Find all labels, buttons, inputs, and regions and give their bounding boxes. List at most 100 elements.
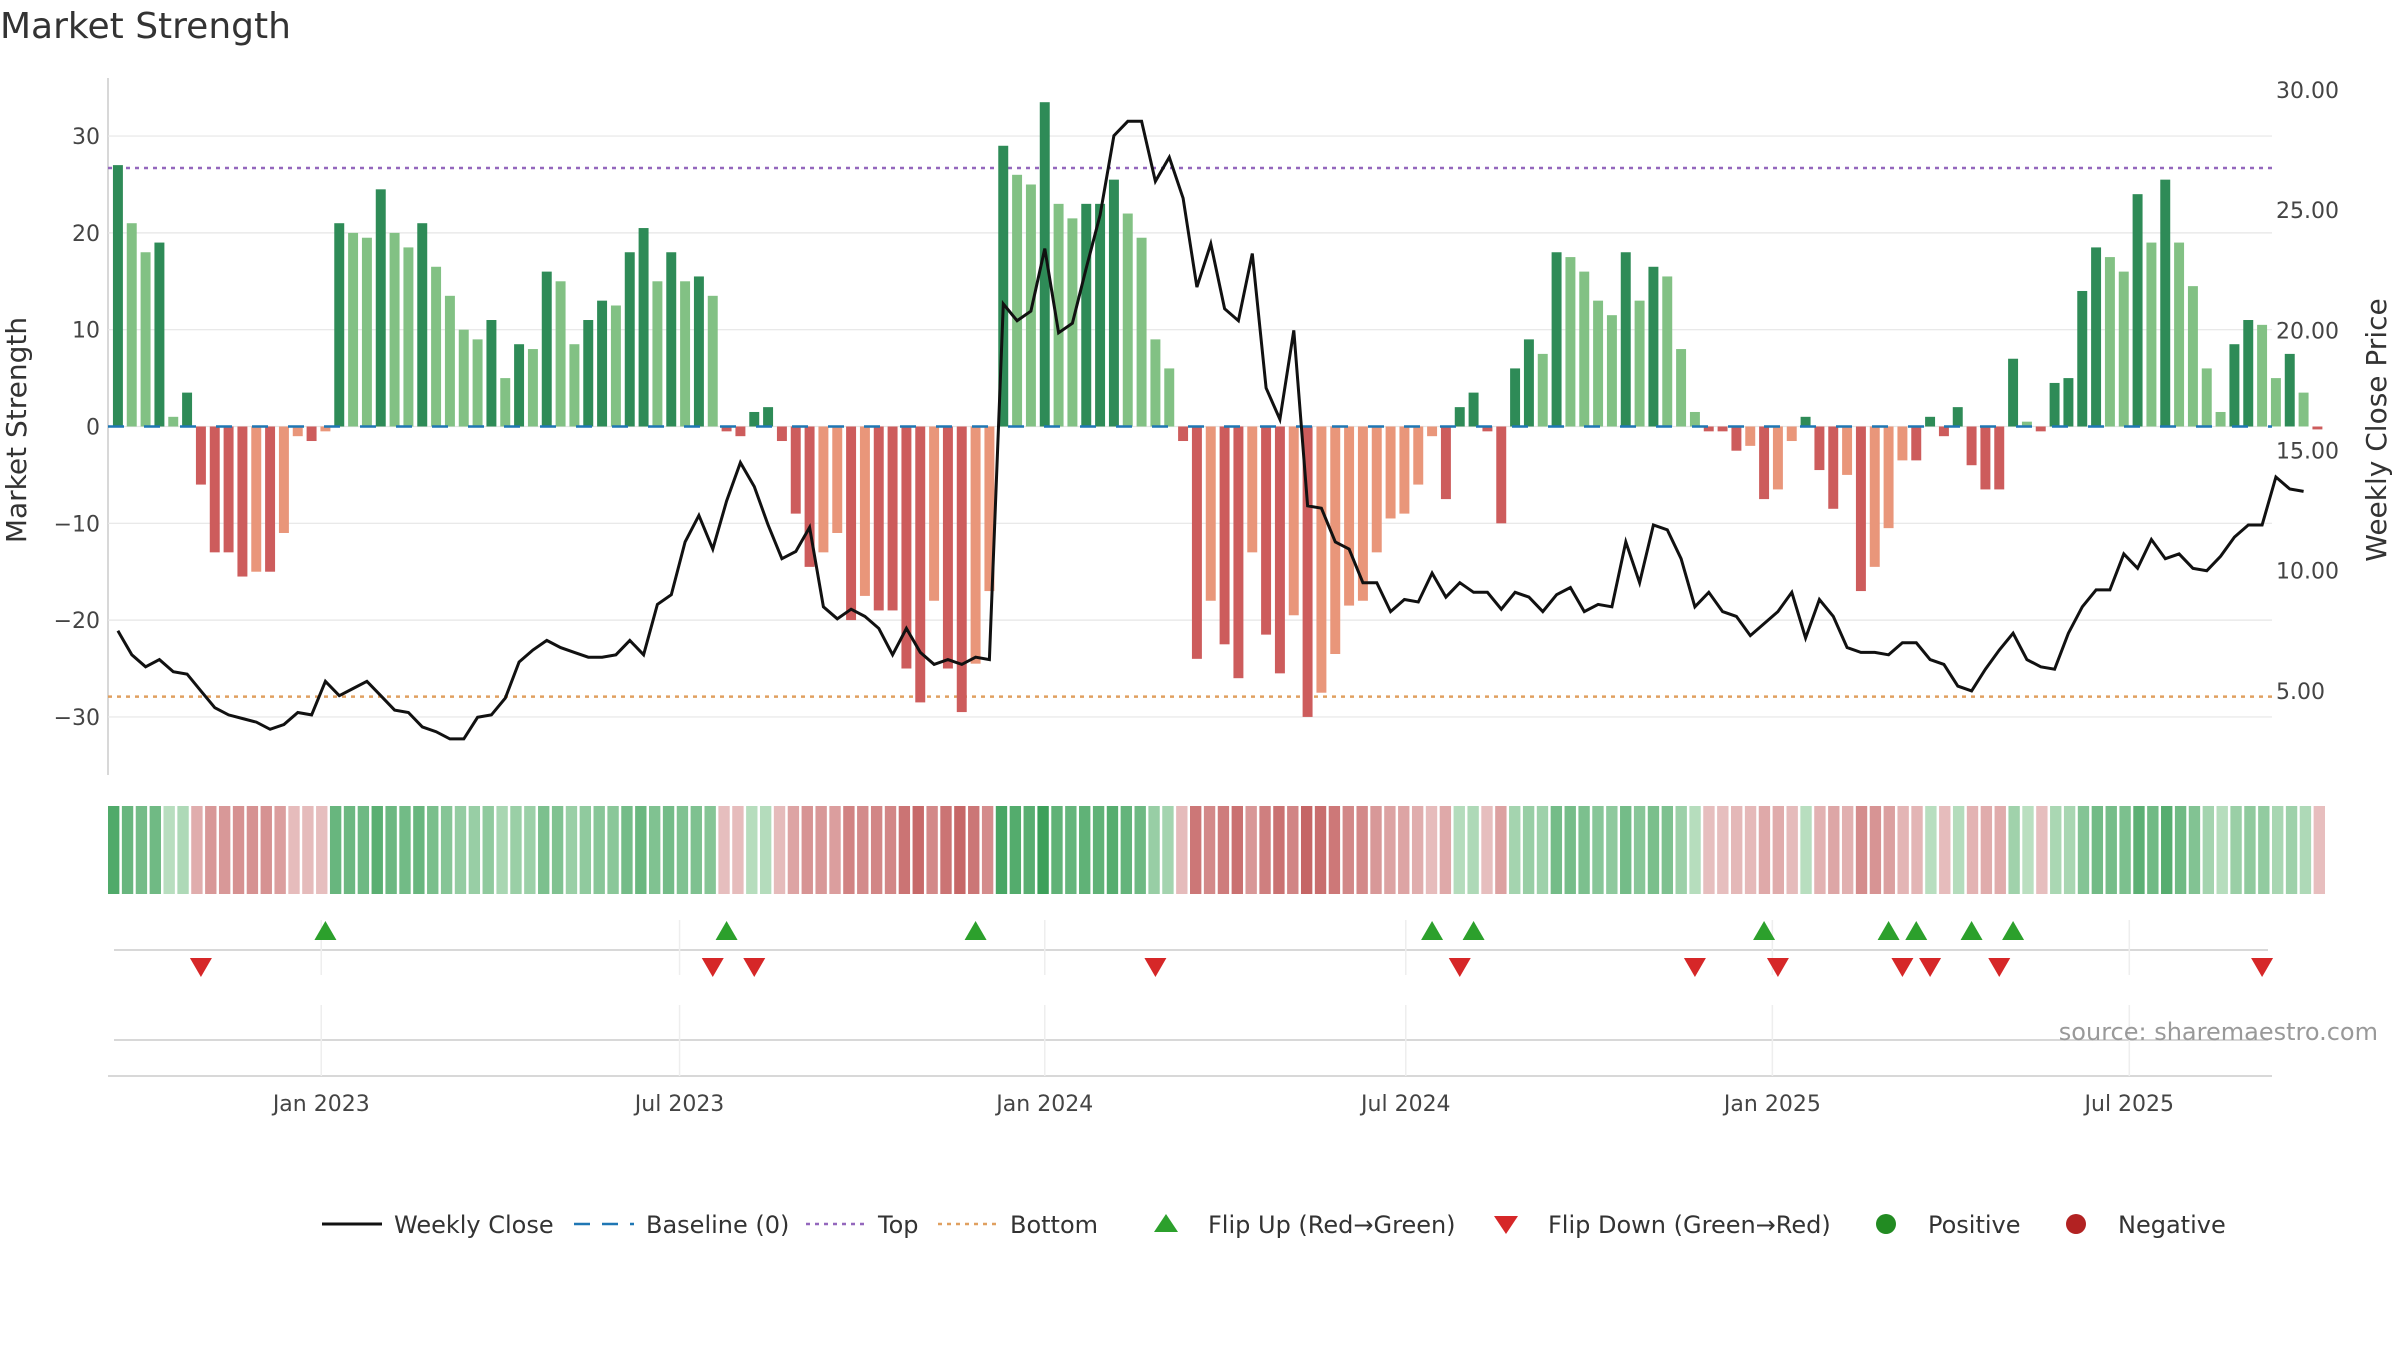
flip-down-marker [1144,958,1167,977]
strength-bar [915,426,926,703]
strength-bar [1786,426,1797,442]
heat-cell [2313,806,2325,894]
heat-cell [1203,806,1216,894]
heat-cell [316,806,328,894]
heat-cell [718,806,730,894]
heat-cell [1550,806,1563,894]
heat-cell [2285,806,2298,894]
strength-bar [541,271,552,427]
heat-cell [801,806,813,894]
heat-cell [621,806,633,894]
heat-cell [1925,806,1937,894]
strength-bar [583,320,594,427]
strength-bar [776,426,787,442]
heat-cell [2119,806,2131,894]
heat-cell [843,806,855,894]
flip-up-marker [314,921,337,940]
strength-bar [1053,203,1064,427]
strength-bar [2215,411,2226,427]
heat-cell [1592,806,1604,894]
heat-cell [121,806,134,894]
strength-bar [2008,358,2019,427]
heat-cell [1453,806,1465,894]
heat-cell [1425,806,1438,894]
strength-bar [2174,242,2185,427]
heat-cell [1314,806,1327,894]
heat-cell [2105,806,2117,894]
heat-cell [2230,806,2242,894]
heat-cell [385,806,397,894]
strength-bar [1620,252,1631,427]
x-tick-label: Jan 2024 [994,1092,1093,1117]
strength-bar [1357,426,1368,601]
strength-bar [666,252,677,427]
x-tick-label: Jul 2024 [1359,1092,1451,1117]
strength-bar [361,237,372,427]
strength-bar [2021,421,2032,427]
strength-bar [818,426,829,553]
flip-up-marker [2002,921,2025,940]
strength-bar [873,426,884,611]
heat-cell [1023,806,1035,894]
heat-cell [1051,806,1063,894]
strength-bar [680,281,691,427]
strength-bar [389,232,400,427]
strength-bar [140,252,151,427]
strength-bar [1150,339,1161,427]
left-tick-label: −10 [54,512,100,537]
heat-cell [1939,806,1951,894]
heat-cell [2202,806,2215,894]
heat-cell [1841,806,1854,894]
heat-cell [1134,806,1146,894]
heat-cell [1522,806,1535,894]
heat-cell [1828,806,1840,894]
heat-cell [1717,806,1729,894]
strength-bar [998,145,1009,427]
strength-bar [1427,426,1438,437]
strength-bar [1122,213,1133,427]
heat-cell [468,806,481,894]
strength-bar [1247,426,1258,553]
heat-cell [815,806,827,894]
flip-up-marker [1462,921,1485,940]
heat-cell [1162,806,1174,894]
strength-bar [292,426,303,437]
strength-bar [1855,426,1866,592]
heat-cell [2188,806,2201,894]
legend-item-top: Top [806,1211,919,1239]
heat-cell [926,806,938,894]
strength-bar [1413,426,1424,485]
strength-bar [1759,426,1770,500]
left-axis-label: Market Strength [0,317,33,543]
heat-cell [246,806,259,894]
strength-bar [887,426,898,611]
heat-cell [912,806,924,894]
strength-bar [597,300,608,427]
left-tick-label: 0 [86,416,100,441]
heat-cell [1966,806,1979,894]
legend-item-negative: Negative [2066,1211,2226,1239]
strength-bar [1205,426,1216,601]
strength-bar [2091,247,2102,427]
strength-bar [500,378,511,427]
strength-bar [403,247,414,427]
strength-bar [1662,276,1673,427]
strength-bar [1454,407,1465,427]
heat-cell [1675,806,1687,894]
strength-bar [804,426,815,567]
strength-bar [1952,407,1963,427]
heat-cell [399,806,411,894]
strength-bar [1648,266,1659,427]
legend-swatch [2066,1214,2086,1234]
strength-bar [278,426,289,533]
strength-bar [1994,426,2005,490]
strength-bar [431,266,442,427]
left-axis-ticks: 30 20 10 0 −10 −20 −30 [54,125,100,731]
strength-bar [2049,382,2060,427]
heat-cell [371,806,383,894]
legend-item-positive: Positive [1876,1211,2021,1239]
strength-bar [1440,426,1451,500]
strength-bar [2077,290,2088,427]
heat-cell [995,806,1008,894]
heat-cell [1176,806,1188,894]
